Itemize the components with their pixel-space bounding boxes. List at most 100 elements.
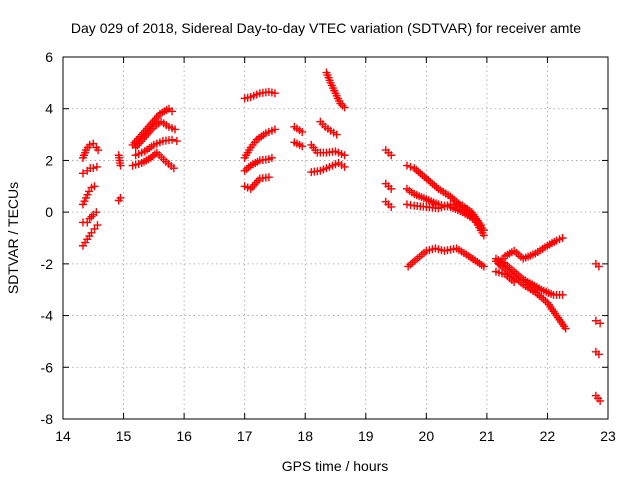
data-series [78, 162, 101, 178]
data-series [307, 140, 349, 160]
data-series [78, 139, 103, 162]
data-point [298, 127, 307, 136]
data-series [402, 161, 488, 240]
data-series [381, 197, 396, 211]
x-axis-label: GPS time / hours [282, 458, 389, 474]
x-tick-label: 16 [176, 428, 192, 444]
data-series [78, 208, 101, 227]
data-series [240, 173, 273, 193]
data-point [252, 178, 261, 187]
x-tick-label: 18 [297, 428, 313, 444]
data-series [491, 254, 567, 299]
data-series [290, 138, 307, 151]
data-point [87, 212, 96, 221]
data-series [114, 151, 125, 170]
data-point [168, 107, 176, 116]
data-point [92, 162, 101, 171]
data-series [591, 391, 605, 405]
data-point [596, 319, 605, 328]
y-axis-label: SDTVAR / TECUs [5, 182, 21, 294]
data-point [558, 290, 567, 299]
data-point [340, 151, 349, 160]
data-point [591, 316, 600, 325]
chart-title: Day 029 of 2018, Sidereal Day-to-day VTE… [71, 20, 581, 36]
data-point [85, 214, 94, 223]
data-point [387, 202, 396, 211]
data-point [92, 208, 101, 217]
data-point [169, 164, 178, 173]
data-series [78, 182, 99, 209]
data-point [172, 137, 181, 146]
y-tick-label: -6 [41, 359, 54, 375]
data-point [387, 151, 396, 160]
axis-ticks: 14 15 16 17 18 19 20 21 22 23 -8 -6 -4 -2 0 2 4 6 [41, 49, 616, 444]
data-series [131, 117, 180, 152]
data-series [402, 200, 485, 230]
data-series [240, 87, 279, 103]
data-series [404, 244, 488, 271]
y-tick-label: 4 [45, 101, 53, 117]
data-series [114, 193, 125, 205]
y-tick-label: -4 [41, 308, 54, 324]
data-point [561, 324, 570, 333]
data-point [116, 161, 125, 170]
x-tick-label: 21 [479, 428, 495, 444]
data-point [402, 161, 411, 170]
data-point [596, 396, 605, 405]
data-series [316, 117, 341, 139]
data-series [381, 146, 396, 160]
plot-frame [62, 56, 609, 420]
data-series [591, 316, 605, 328]
grid-lines [63, 57, 608, 419]
x-tick-label: 15 [116, 428, 132, 444]
data-series [290, 122, 307, 136]
data-point [298, 142, 307, 151]
data-point [406, 162, 415, 171]
data-point [558, 234, 567, 242]
data-series [591, 259, 603, 271]
data-point [479, 262, 488, 271]
data-point [171, 125, 180, 134]
data-point [93, 221, 102, 230]
data-series [307, 159, 349, 177]
data-point [479, 226, 488, 235]
data-series [78, 221, 102, 250]
data-point [594, 350, 603, 359]
data-point [116, 193, 125, 202]
data-points [78, 68, 605, 405]
data-point [270, 125, 279, 134]
x-tick-label: 20 [419, 428, 435, 444]
x-tick-label: 14 [55, 428, 71, 444]
data-point [267, 153, 276, 162]
y-tick-label: 2 [45, 152, 53, 168]
y-tick-label: 0 [45, 204, 53, 220]
data-point [340, 162, 349, 171]
data-point [332, 130, 341, 139]
data-point [248, 182, 257, 191]
data-point [476, 221, 485, 230]
data-point [594, 262, 603, 271]
data-series [381, 179, 396, 193]
x-tick-label: 17 [237, 428, 253, 444]
x-tick-label: 22 [540, 428, 556, 444]
data-point [264, 173, 273, 182]
data-point [340, 103, 349, 112]
y-tick-label: 6 [45, 49, 53, 65]
data-point [94, 146, 103, 155]
data-series [322, 68, 349, 112]
y-tick-label: -8 [41, 411, 54, 427]
data-point [270, 89, 279, 98]
data-series [240, 153, 276, 175]
x-tick-label: 19 [358, 428, 374, 444]
y-tick-label: -2 [41, 256, 54, 272]
data-series [491, 267, 519, 286]
x-tick-label: 23 [600, 428, 616, 444]
data-series [128, 148, 178, 173]
data-point [387, 184, 396, 193]
data-point [90, 182, 99, 191]
data-series [131, 135, 181, 160]
data-point [89, 164, 98, 173]
data-point [510, 277, 519, 286]
data-point [85, 140, 94, 149]
